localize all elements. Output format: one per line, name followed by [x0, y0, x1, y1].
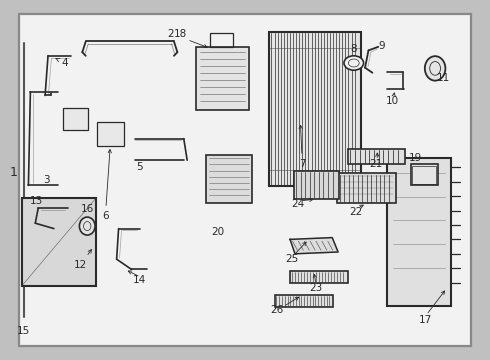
Bar [337, 173, 396, 203]
Text: 5: 5 [136, 162, 143, 172]
Text: 26: 26 [270, 305, 284, 315]
Bar [294, 171, 339, 199]
Text: 2: 2 [167, 29, 174, 39]
Text: 1: 1 [10, 166, 18, 179]
Text: 9: 9 [378, 41, 385, 51]
Text: 21: 21 [369, 159, 383, 169]
Text: 3: 3 [43, 175, 50, 185]
Bar [22, 198, 96, 286]
Text: 23: 23 [309, 283, 323, 293]
Bar [206, 155, 252, 203]
Text: 15: 15 [17, 326, 30, 336]
Text: 10: 10 [386, 96, 398, 106]
Bar [275, 295, 333, 307]
Bar [387, 158, 451, 306]
Bar [196, 47, 249, 110]
Ellipse shape [425, 56, 445, 81]
Circle shape [344, 56, 364, 70]
Text: 14: 14 [133, 275, 147, 285]
Text: 24: 24 [291, 199, 305, 210]
Bar [290, 271, 348, 283]
Text: 4: 4 [56, 58, 68, 68]
Polygon shape [290, 238, 338, 254]
Bar [412, 166, 436, 184]
Bar [97, 122, 124, 146]
Bar [269, 32, 361, 186]
Text: 18: 18 [173, 29, 187, 39]
Bar [411, 164, 438, 185]
Text: 7: 7 [299, 125, 306, 169]
Text: 17: 17 [418, 315, 432, 325]
Text: 25: 25 [285, 254, 298, 264]
Text: 8: 8 [350, 44, 357, 54]
Text: 19: 19 [409, 153, 422, 163]
Text: 13: 13 [30, 196, 44, 206]
Bar [348, 149, 405, 164]
Text: 20: 20 [212, 227, 224, 237]
Text: 16: 16 [80, 204, 94, 214]
Ellipse shape [79, 217, 95, 235]
Text: 12: 12 [74, 249, 92, 270]
Bar [63, 108, 88, 130]
Text: 6: 6 [102, 149, 111, 221]
Bar [210, 33, 233, 47]
Text: 22: 22 [349, 207, 363, 217]
Text: 11: 11 [437, 73, 450, 84]
